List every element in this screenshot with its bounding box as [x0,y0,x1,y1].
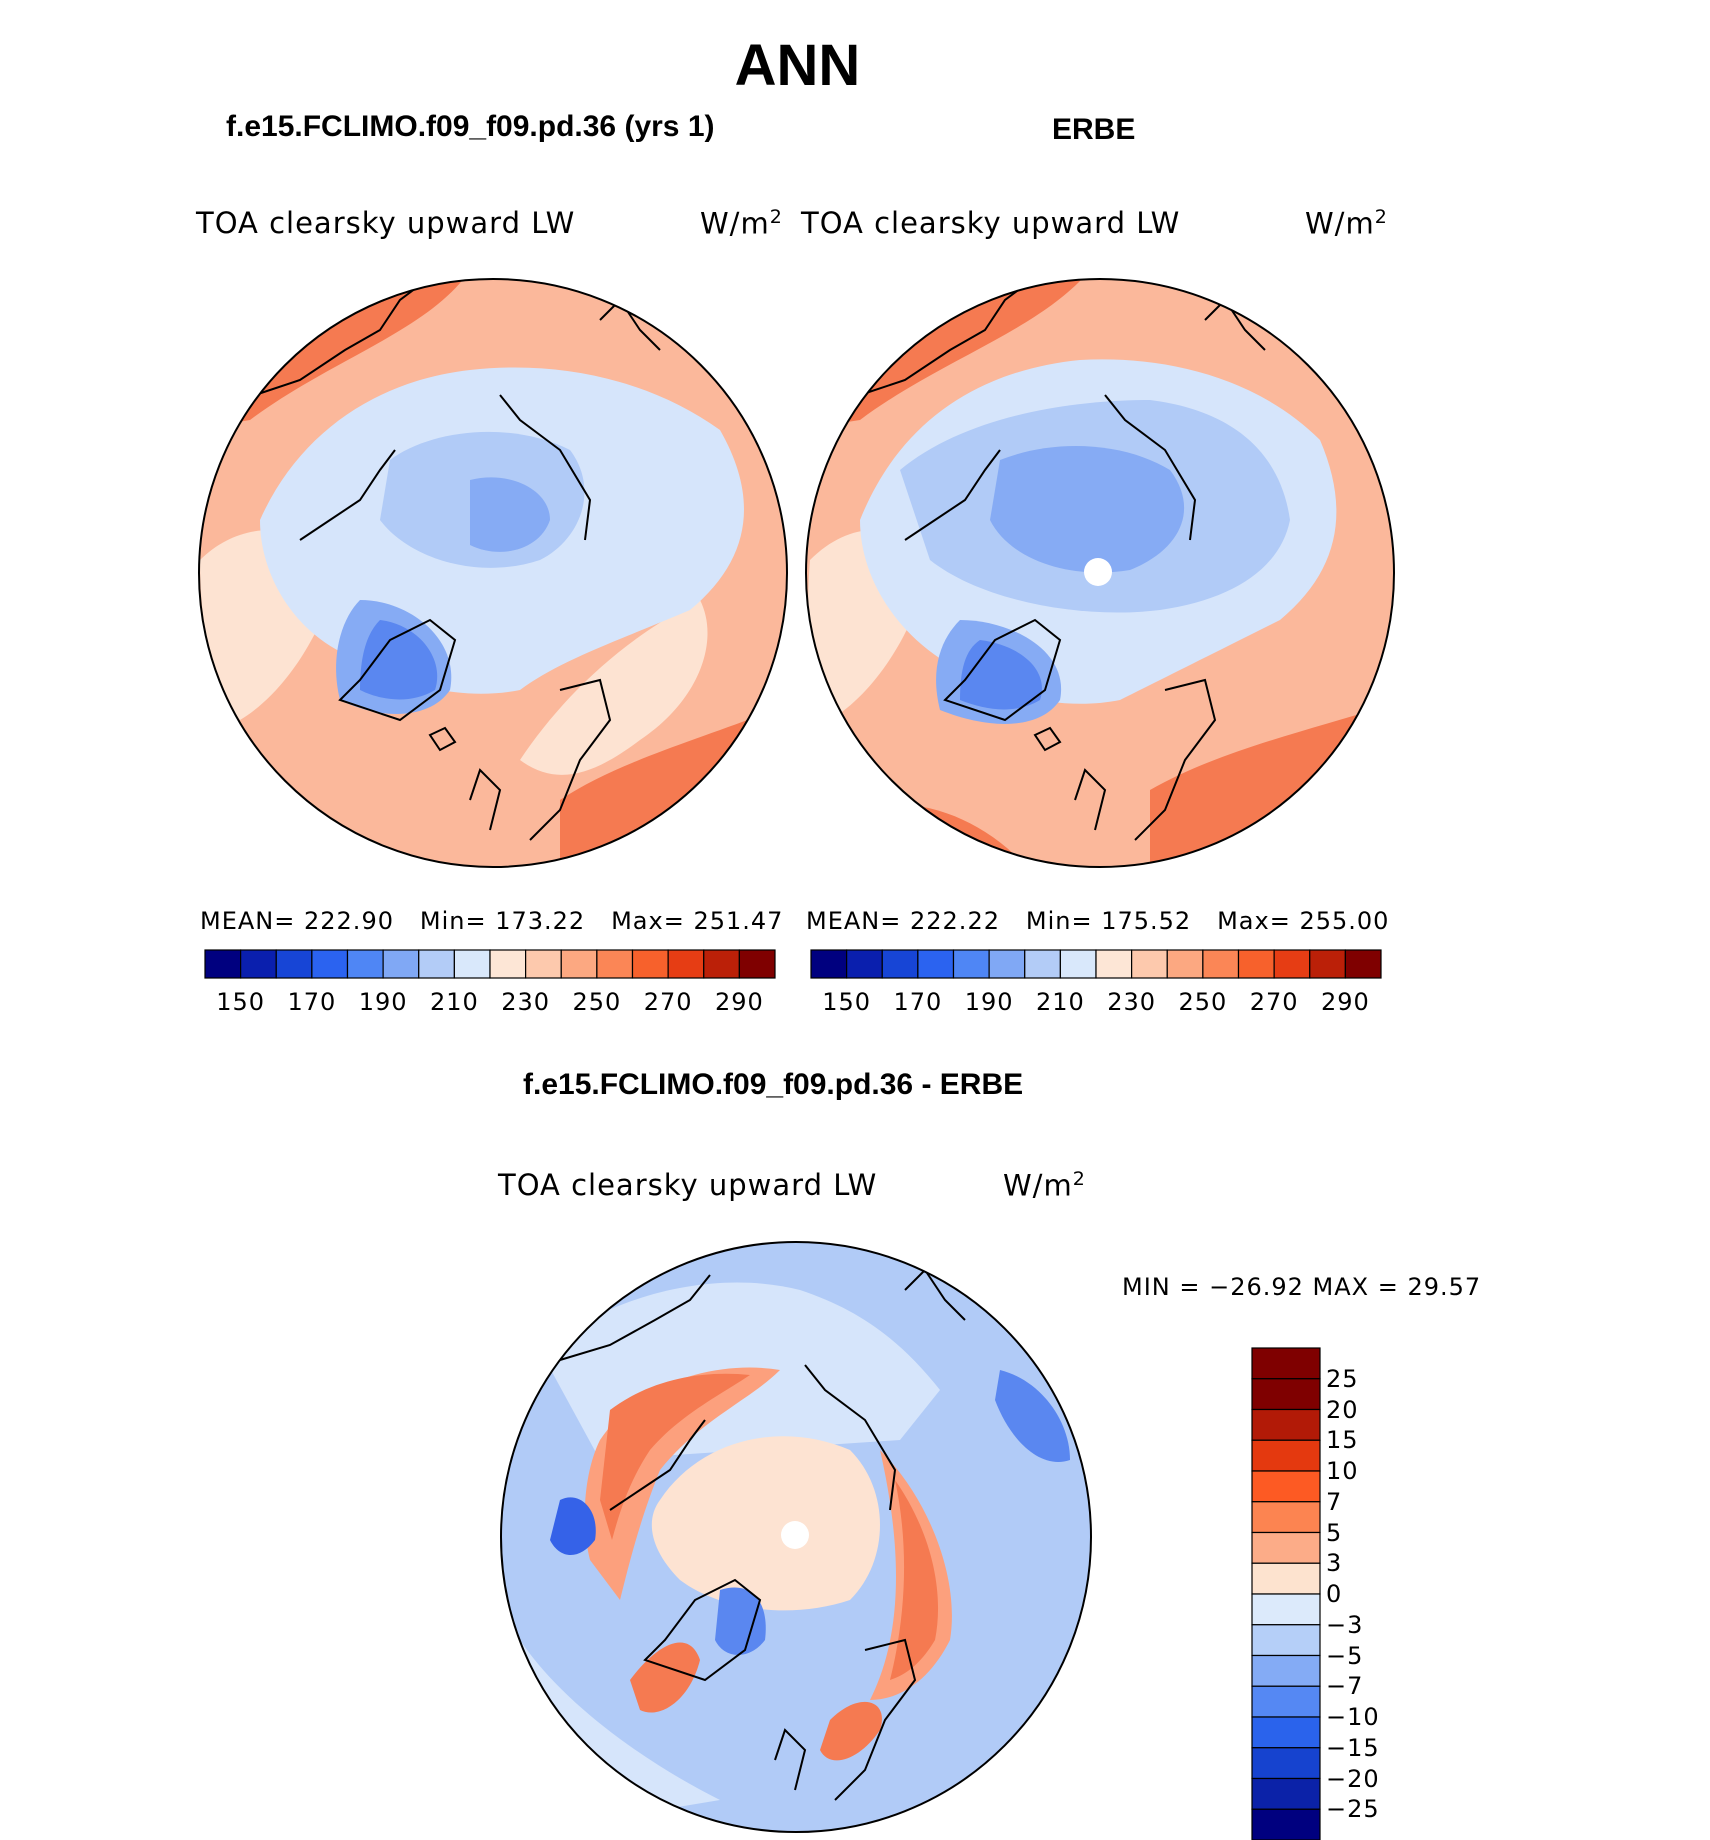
obs-colorbar-box [846,949,883,979]
diff-units-label: W/m2 [1003,1168,1086,1203]
model-colorbar-box [382,949,420,979]
obs-colorbar-box [1024,949,1061,979]
diff-colorbar-box [1251,1654,1321,1687]
diff-colorbar-tick-label: −20 [1326,1764,1380,1793]
obs-colorbar-box [1344,949,1382,979]
obs-polar-map [805,278,1395,868]
diff-colorbar [1251,1347,1321,1840]
diff-colorbar-box [1251,1531,1321,1564]
diff-colorbar-box [1251,1378,1321,1411]
model-colorbar-tick-label: 210 [429,988,479,1016]
diff-colorbar-box [1251,1408,1321,1441]
model-variable-label: TOA clearsky upward LW [196,206,576,240]
model-colorbar-box [418,949,455,979]
obs-colorbar-box [917,949,955,979]
diff-colorbar-tick-label: 25 [1326,1364,1359,1393]
obs-colorbar-tick-label: 210 [1035,988,1085,1016]
obs-colorbar-box [952,949,990,979]
diff-colorbar-tick-label: 5 [1326,1518,1343,1547]
obs-colorbar-box [881,949,919,979]
diff-colorbar-tick-label: 10 [1326,1457,1359,1485]
model-colorbar-tick-label: 250 [572,988,622,1016]
model-colorbar-box [275,949,313,979]
diff-colorbar-tick-label: 3 [1326,1549,1343,1578]
diff-colorbar-box [1251,1501,1321,1534]
diff-colorbar-tick-label: −5 [1326,1641,1364,1670]
obs-case-title: ERBE [1052,113,1136,146]
model-colorbar-box [703,949,740,979]
obs-colorbar-box [1131,949,1168,979]
diff-colorbar-tick-label: −10 [1326,1703,1380,1731]
obs-colorbar-tick-label: 270 [1249,988,1299,1016]
diff-colorbar-box [1251,1470,1321,1503]
obs-colorbar [810,949,1382,979]
obs-colorbar-box [1202,949,1240,979]
diff-colorbar-tick-label: −25 [1326,1795,1380,1824]
diff-stats: MIN = −26.92 MAX = 29.57 [1122,1273,1482,1301]
model-colorbar-box [738,949,776,979]
obs-colorbar-box [810,949,848,979]
obs-units-label: W/m2 [1305,206,1388,241]
obs-colorbar-tick-label: 170 [893,988,943,1016]
figure-title: ANN [734,33,861,98]
diff-colorbar-box [1251,1593,1321,1626]
model-colorbar-box [596,949,634,979]
diff-polar-map [500,1241,1092,1833]
obs-colorbar-tick-label: 250 [1178,988,1228,1016]
model-colorbar-box [204,949,242,979]
diff-colorbar-box [1251,1347,1321,1380]
obs-colorbar-tick-label: 150 [822,988,872,1016]
diff-case-title: f.e15.FCLIMO.f09_f09.pd.36 - ERBE [523,1068,1024,1101]
obs-colorbar-box [1273,949,1311,979]
model-colorbar-box [560,949,598,979]
obs-colorbar-box [1166,949,1204,979]
obs-variable-label: TOA clearsky upward LW [801,206,1181,240]
model-case-title: f.e15.FCLIMO.f09_f09.pd.36 (yrs 1) [226,110,715,143]
diff-colorbar-box [1251,1716,1321,1749]
model-colorbar-box [311,949,349,979]
model-colorbar-box [453,949,491,979]
diff-variable-label: TOA clearsky upward LW [498,1168,878,1202]
obs-stats: MEAN= 222.22 Min= 175.52 Max= 255.00 [806,907,1390,935]
obs-colorbar-tick-label: 290 [1320,988,1370,1016]
model-colorbar-tick-label: 150 [216,988,266,1016]
model-colorbar-tick-label: 290 [714,988,764,1016]
model-colorbar-box [346,949,384,979]
model-colorbar-tick-label: 230 [501,988,551,1016]
diff-colorbar-box [1251,1439,1321,1472]
model-polar-map [198,278,788,868]
diff-colorbar-box [1251,1624,1321,1657]
model-colorbar-tick-label: 190 [358,988,408,1016]
diff-colorbar-tick-label: 0 [1326,1580,1343,1608]
model-colorbar-box [240,949,277,979]
model-colorbar-box [489,949,527,979]
diff-colorbar-box [1251,1808,1321,1840]
model-units-label: W/m2 [700,206,783,241]
diff-colorbar-tick-label: 7 [1326,1487,1343,1516]
model-colorbar-tick-label: 170 [287,988,337,1016]
model-colorbar-box [631,949,669,979]
model-colorbar [204,949,776,979]
diff-colorbar-box [1251,1747,1321,1780]
diff-colorbar-tick-label: −3 [1326,1610,1364,1639]
diff-colorbar-tick-label: 15 [1326,1426,1359,1455]
diff-colorbar-box [1251,1685,1321,1718]
diff-colorbar-box [1251,1777,1321,1810]
obs-colorbar-box [1237,949,1275,979]
diff-colorbar-box [1251,1562,1321,1595]
model-colorbar-box [667,949,705,979]
obs-colorbar-box [988,949,1026,979]
model-colorbar-box [525,949,562,979]
model-colorbar-tick-label: 270 [643,988,693,1016]
diff-colorbar-tick-label: −7 [1326,1672,1364,1701]
diff-colorbar-tick-label: −15 [1326,1733,1380,1762]
obs-colorbar-box [1095,949,1133,979]
obs-colorbar-box [1059,949,1097,979]
diff-colorbar-tick-label: 20 [1326,1395,1359,1424]
obs-colorbar-box [1309,949,1346,979]
model-stats: MEAN= 222.90 Min= 173.22 Max= 251.47 [200,907,784,935]
obs-colorbar-tick-label: 230 [1107,988,1157,1016]
obs-colorbar-tick-label: 190 [964,988,1014,1016]
